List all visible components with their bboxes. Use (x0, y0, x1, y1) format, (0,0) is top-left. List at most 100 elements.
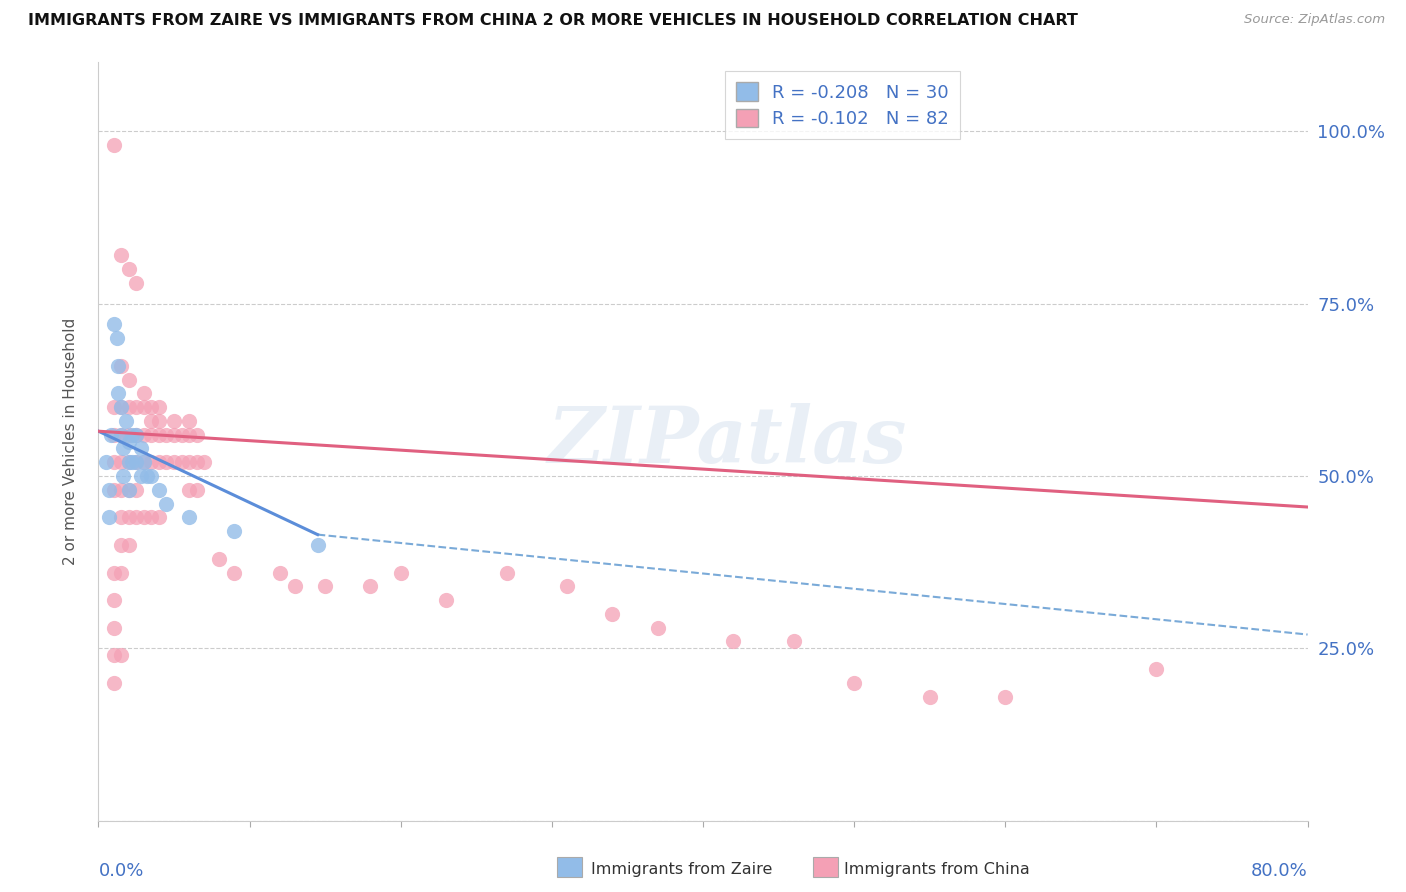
Point (103, 400, 125, 414)
Point (118, 400, 141, 414)
Point (148, 483, 170, 497)
Point (434, 593, 457, 607)
Y-axis label: 2 or more Vehicles in Household: 2 or more Vehicles in Household (63, 318, 77, 566)
Point (602, 607, 624, 621)
Point (155, 427, 177, 442)
Point (179, 427, 201, 442)
Point (723, 634, 745, 648)
Point (125, 483, 148, 497)
Point (121, 427, 143, 442)
Point (125, 455, 148, 469)
Point (163, 414, 186, 428)
Point (118, 483, 141, 497)
Point (118, 372, 141, 386)
FancyBboxPatch shape (557, 857, 582, 877)
Point (208, 551, 231, 566)
Point (118, 538, 141, 552)
Legend: R = -0.208   N = 30, R = -0.102   N = 82: R = -0.208 N = 30, R = -0.102 N = 82 (725, 71, 960, 139)
Point (148, 455, 170, 469)
Point (118, 455, 141, 469)
Point (224, 566, 246, 580)
Point (125, 510, 148, 524)
Point (103, 427, 125, 442)
Point (110, 455, 132, 469)
Point (647, 621, 669, 635)
Point (132, 386, 155, 401)
Point (125, 427, 148, 442)
Point (155, 455, 177, 469)
Point (148, 400, 170, 414)
Point (125, 427, 148, 442)
Point (284, 579, 307, 593)
Point (141, 427, 163, 442)
Point (103, 566, 125, 580)
Point (110, 359, 132, 373)
Point (110, 648, 132, 663)
Point (110, 427, 132, 442)
Point (555, 579, 578, 593)
Point (94, 455, 117, 469)
Point (100, 427, 122, 442)
Point (141, 414, 163, 428)
Point (495, 566, 517, 580)
Point (179, 414, 201, 428)
Point (118, 427, 141, 442)
Point (132, 400, 155, 414)
Point (135, 469, 157, 483)
Point (389, 566, 412, 580)
Point (314, 579, 336, 593)
Point (110, 400, 132, 414)
Point (118, 510, 141, 524)
Point (170, 427, 193, 442)
Point (783, 634, 806, 648)
Point (98, 510, 121, 524)
Point (141, 469, 163, 483)
Point (132, 455, 155, 469)
Point (110, 510, 132, 524)
Point (118, 262, 141, 277)
Point (269, 566, 291, 580)
Point (103, 138, 125, 153)
Text: IMMIGRANTS FROM ZAIRE VS IMMIGRANTS FROM CHINA 2 OR MORE VEHICLES IN HOUSEHOLD C: IMMIGRANTS FROM ZAIRE VS IMMIGRANTS FROM… (28, 13, 1078, 29)
Point (103, 621, 125, 635)
Point (163, 427, 186, 442)
Point (141, 455, 163, 469)
Point (110, 538, 132, 552)
Point (129, 442, 152, 456)
Point (118, 434, 141, 449)
Point (103, 593, 125, 607)
Point (118, 455, 141, 469)
Point (132, 455, 155, 469)
Text: Immigrants from Zaire: Immigrants from Zaire (591, 863, 772, 877)
Point (918, 690, 941, 704)
Point (107, 359, 129, 373)
Point (125, 400, 148, 414)
Point (103, 648, 125, 663)
Point (186, 455, 208, 469)
Text: Immigrants from China: Immigrants from China (844, 863, 1029, 877)
Point (141, 510, 163, 524)
Point (110, 427, 132, 442)
Point (105, 331, 128, 345)
Point (307, 538, 329, 552)
Text: ZIPatlas: ZIPatlas (547, 403, 907, 480)
Text: Source: ZipAtlas.com: Source: ZipAtlas.com (1244, 13, 1385, 27)
Point (193, 455, 215, 469)
Point (98, 483, 121, 497)
Point (125, 276, 148, 290)
Point (107, 386, 129, 401)
Point (103, 318, 125, 332)
Point (360, 579, 382, 593)
Point (1144, 662, 1167, 676)
Point (148, 510, 170, 524)
Point (186, 427, 208, 442)
Point (994, 690, 1017, 704)
Text: 80.0%: 80.0% (1251, 863, 1308, 880)
Point (121, 455, 143, 469)
Point (118, 483, 141, 497)
Point (103, 483, 125, 497)
Point (186, 483, 208, 497)
Point (179, 510, 201, 524)
Point (125, 455, 148, 469)
Point (129, 469, 152, 483)
